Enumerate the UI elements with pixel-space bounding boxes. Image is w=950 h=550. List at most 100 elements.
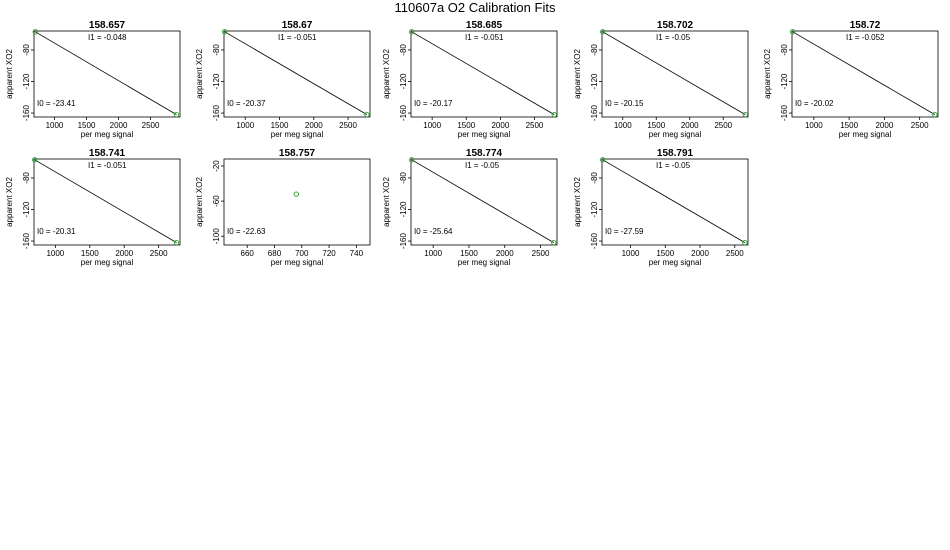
x-tick-label: 1000	[423, 121, 441, 130]
slope-annotation: I1 = -0.051	[465, 33, 504, 42]
y-axis-label: apparent XO2	[573, 49, 582, 99]
y-tick-label: -120	[399, 201, 408, 218]
y-tick-label: -120	[212, 73, 221, 90]
panel-title: 158.67	[282, 20, 313, 31]
calibration-panel: 158.791 1000 1500 2000 2500 -160 -120 -80 per me…	[573, 148, 749, 267]
calibration-panel: 158.741 1000 1500 2000 2500 -160 -120 -80 per me…	[5, 148, 181, 267]
slope-annotation: I1 = -0.052	[846, 33, 885, 42]
y-axis-label: apparent XO2	[763, 49, 772, 99]
x-tick-label: 1500	[81, 249, 99, 258]
y-tick-label: -60	[212, 195, 221, 207]
y-tick-label: -80	[22, 172, 31, 184]
x-tick-label: 740	[350, 249, 364, 258]
fit-line	[35, 31, 177, 115]
x-tick-label: 2500	[142, 121, 160, 130]
x-tick-label: 2000	[491, 121, 509, 130]
x-axis-label: per meg signal	[271, 258, 324, 267]
slope-annotation: I1 = -0.05	[656, 33, 691, 42]
y-tick-label: -120	[22, 201, 31, 218]
x-tick-label: 660	[241, 249, 255, 258]
data-point	[173, 111, 180, 118]
x-tick-label: 1500	[647, 121, 665, 130]
x-tick-label: 1500	[840, 121, 858, 130]
data-point	[293, 191, 299, 197]
fit-line	[224, 31, 368, 115]
data-point	[551, 239, 557, 246]
calibration-panel: 158.657 1000 1500 2000 2500 -160 -120 -80 per me…	[5, 20, 181, 139]
panel-title: 158.702	[657, 20, 694, 31]
slope-annotation: I1 = -0.051	[88, 161, 127, 170]
calibration-panel: 158.67 1000 1500 2000 2500 -160 -120 -80 per meg…	[195, 20, 371, 139]
panel-title: 158.774	[466, 148, 503, 159]
intercept-annotation: I0 = -25.64	[414, 227, 453, 236]
y-tick-label: -160	[590, 233, 599, 250]
y-tick-label: -160	[399, 233, 408, 250]
y-tick-label: -80	[212, 44, 221, 56]
x-axis-label: per meg signal	[271, 130, 324, 139]
y-axis-label: apparent XO2	[382, 49, 391, 99]
x-tick-label: 1000	[614, 121, 632, 130]
slope-annotation: I1 = -0.051	[278, 33, 317, 42]
data-point	[600, 29, 606, 35]
y-tick-label: -120	[22, 73, 31, 90]
y-tick-label: -120	[780, 73, 789, 90]
data-point	[600, 157, 606, 163]
y-axis-label: apparent XO2	[382, 177, 391, 227]
x-tick-label: 2500	[150, 249, 168, 258]
y-tick-label: -160	[212, 105, 221, 122]
data-point	[32, 29, 38, 35]
y-tick-label: -80	[22, 44, 31, 56]
plot-frame	[601, 158, 749, 246]
y-tick-label: -120	[590, 73, 599, 90]
plot-frame	[601, 30, 749, 118]
intercept-annotation: I0 = -20.17	[414, 99, 453, 108]
calibration-panel: 158.72 1000 1500 2000 2500 -160 -120 -80 per meg…	[763, 20, 939, 139]
data-point	[742, 239, 748, 246]
y-tick-label: -160	[590, 105, 599, 122]
calibration-panel: 158.702 1000 1500 2000 2500 -160 -120 -80 per me…	[573, 20, 749, 139]
panel-title: 158.72	[850, 20, 881, 31]
x-tick-label: 2500	[911, 121, 929, 130]
intercept-annotation: I0 = -20.15	[605, 99, 644, 108]
fit-line	[411, 159, 554, 243]
y-tick-label: -20	[212, 160, 221, 172]
calibration-panel: 158.774 1000 1500 2000 2500 -160 -120 -80 per me…	[382, 148, 558, 267]
intercept-annotation: I0 = -23.41	[37, 99, 76, 108]
x-tick-label: 1500	[656, 249, 674, 258]
x-tick-label: 700	[295, 249, 309, 258]
x-axis-label: per meg signal	[458, 258, 511, 267]
x-axis-label: per meg signal	[839, 130, 892, 139]
panel-title: 158.741	[89, 148, 126, 159]
x-tick-label: 2500	[714, 121, 732, 130]
data-point	[173, 239, 180, 246]
x-tick-label: 2500	[726, 249, 744, 258]
fit-line	[602, 31, 746, 115]
plot-frame	[410, 30, 558, 118]
y-axis-label: apparent XO2	[5, 177, 14, 227]
x-tick-label: 2000	[305, 121, 323, 130]
y-tick-label: -80	[590, 172, 599, 184]
intercept-annotation: I0 = -27.59	[605, 227, 644, 236]
panel-title: 158.791	[657, 148, 694, 159]
x-tick-label: 720	[322, 249, 336, 258]
calibration-panel: 158.757 660 680 700 720 740 -100 -60 -20 per meg …	[195, 148, 371, 267]
y-tick-label: -80	[780, 44, 789, 56]
figure-title: 110607a O2 Calibration Fits	[395, 0, 556, 15]
y-tick-label: -80	[399, 172, 408, 184]
x-tick-label: 2000	[496, 249, 514, 258]
data-point	[32, 157, 38, 163]
plot-frame	[223, 158, 371, 246]
y-tick-label: -120	[399, 73, 408, 90]
x-axis-label: per meg signal	[649, 258, 702, 267]
fit-line	[792, 31, 936, 115]
x-tick-label: 1000	[805, 121, 823, 130]
y-tick-label: -160	[22, 105, 31, 122]
data-point	[409, 157, 415, 163]
x-axis-label: per meg signal	[649, 130, 702, 139]
intercept-annotation: I0 = -22.63	[227, 227, 266, 236]
y-tick-label: -160	[22, 233, 31, 250]
plot-frame	[410, 158, 558, 246]
y-tick-label: -120	[590, 201, 599, 218]
